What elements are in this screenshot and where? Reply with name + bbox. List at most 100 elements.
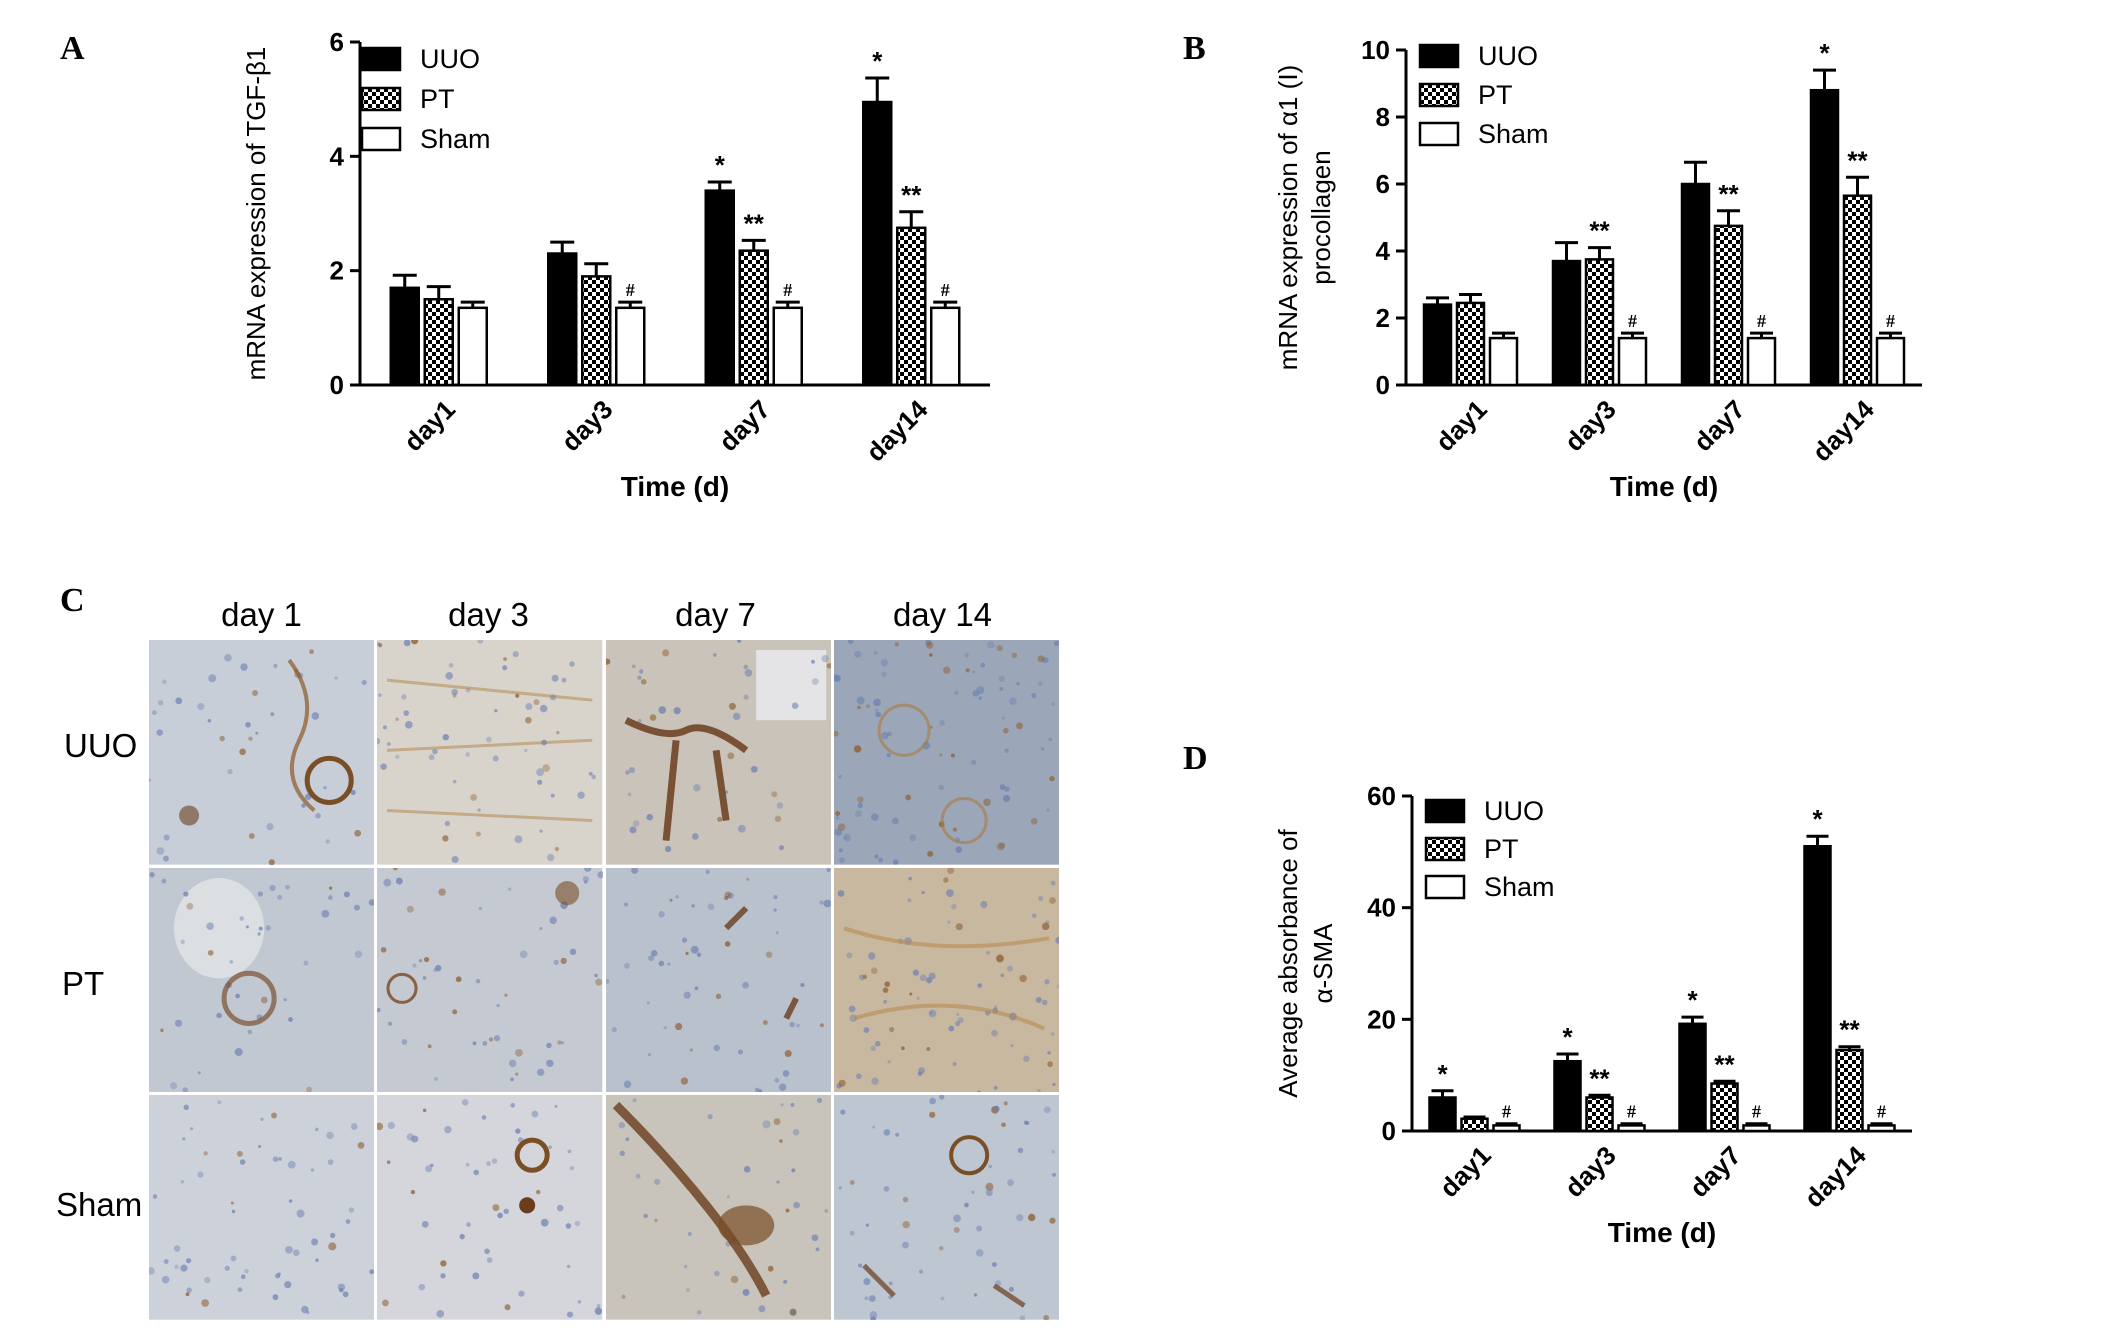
stain-speck [952,827,957,832]
nucleus-speck [321,909,330,918]
nucleus-speck [772,908,777,912]
nucleus-speck [301,1306,309,1314]
nucleus-speck [531,1110,539,1118]
nucleus-speck [1031,692,1037,699]
nucleus-speck [354,950,363,958]
bar [1617,1124,1646,1133]
nucleus-speck [810,659,815,664]
stain-speck [689,1048,693,1052]
nucleus-speck [1004,786,1010,792]
stain-speck [1027,1214,1036,1222]
nucleus-speck [554,1105,558,1109]
stain-speck [926,1046,931,1051]
nucleus-speck [561,1040,565,1044]
stain-speck [306,1086,312,1093]
nucleus-speck [403,710,410,716]
x-tick-label: day1 [1434,1140,1497,1203]
bar [1803,845,1832,1133]
col-label-day14: day 14 [892,596,993,633]
y-tick-label: 20 [1367,1004,1396,1034]
nucleus-speck [412,963,417,968]
nucleus-speck [589,771,593,776]
nucleus-speck [630,867,638,874]
nucleus-speck [334,676,338,680]
nucleus-speck [323,786,327,790]
y-tick-label: 6 [330,27,344,57]
nucleus-speck [594,973,598,977]
nucleus-speck [635,1174,641,1180]
nucleus-speck [459,1234,466,1240]
nucleus-speck [577,1300,582,1304]
bar [1617,336,1648,387]
nucleus-speck [524,748,528,753]
nucleus-speck [353,904,360,911]
significance-mark: # [626,280,635,300]
significance-mark: # [1752,1102,1761,1122]
nucleus-speck [435,964,442,971]
nucleus-speck [565,1223,572,1230]
stain-speck [668,898,672,902]
nucleus-speck [925,976,932,984]
nucleus-speck [217,1100,222,1105]
significance-mark: # [1877,1102,1886,1122]
nucleus-speck [430,1163,434,1168]
nucleus-speck [976,686,985,695]
nucleus-speck [909,834,917,842]
stain-speck [942,666,951,674]
stain-speck [1048,896,1056,904]
nucleus-speck [245,721,251,728]
stain-speck [555,846,560,852]
nucleus-speck [636,675,642,680]
stain-speck [271,1112,278,1119]
nucleus-speck [743,1166,750,1173]
nucleus-speck [477,808,482,812]
significance-mark: ** [1839,1015,1860,1045]
stain-speck [928,653,933,657]
nucleus-speck [162,679,167,685]
nucleus-speck [237,1287,243,1293]
nucleus-speck [183,1104,189,1111]
nucleus-speck [515,1128,521,1135]
significance-mark: * [1562,1022,1573,1052]
stain-speck [884,980,890,987]
nucleus-speck [567,1311,574,1318]
stain-speck [1030,817,1038,825]
nucleus-speck [514,835,523,844]
significance-mark: ** [1714,1049,1735,1079]
x-tick-label: day14 [1806,394,1880,468]
nucleus-speck [1015,1214,1024,1222]
nucleus-speck [292,1249,300,1257]
nucleus-speck [627,792,632,797]
stain-speck [621,1295,626,1300]
nucleus-speck [350,789,356,795]
nucleus-speck [1006,1179,1014,1187]
stain-speck [387,1160,391,1165]
nucleus-speck [465,1163,470,1168]
nucleus-speck [411,1135,419,1143]
nucleus-speck [792,1129,799,1136]
nucleus-speck [224,654,232,662]
nucleus-speck [503,1208,510,1215]
significance-mark: # [1627,1102,1636,1122]
nucleus-speck [1050,880,1056,886]
nucleus-speck [993,1105,1000,1113]
nucleus-speck [180,939,185,944]
stain-speck [946,867,954,874]
nucleus-speck [186,1258,192,1264]
stain-speck [423,1108,427,1113]
nucleus-speck [837,889,845,897]
nucleus-speck [857,1263,862,1268]
nucleus-speck [713,1271,720,1277]
stain-speck [236,1151,243,1158]
nucleus-speck [283,997,287,1001]
stain-speck [909,992,913,996]
nucleus-speck [190,1127,194,1131]
stain-speck [953,1227,960,1234]
nucleus-speck [486,736,493,743]
nucleus-speck [327,1159,334,1166]
nucleus-speck [646,1001,650,1005]
legend-swatch [1418,43,1460,69]
nucleus-speck [705,869,710,874]
nucleus-speck [618,1122,625,1129]
